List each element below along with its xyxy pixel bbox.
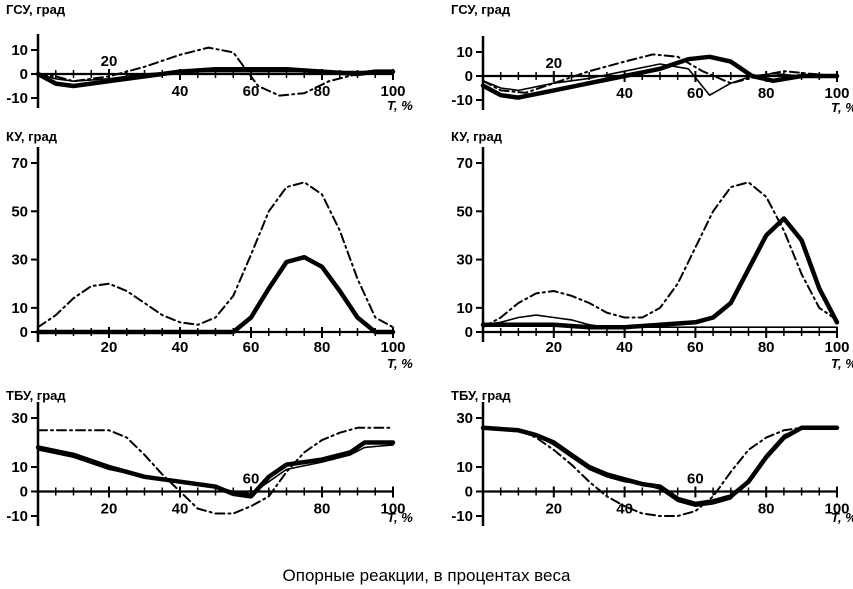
x-axis-label: T, % (387, 356, 413, 371)
x-tick-label: 60 (687, 339, 704, 356)
y-axis-label: ГСУ, град (451, 2, 511, 17)
y-tick-label: 0 (465, 68, 473, 85)
x-tick-label: 40 (616, 85, 633, 102)
x-axis-label: T, % (387, 510, 413, 525)
x-tick-label: 20 (545, 501, 562, 518)
series-line-thick (480, 216, 840, 330)
x-tick-label: 60 (687, 471, 704, 488)
series-line-thin (482, 63, 838, 96)
x-tick-label: 80 (758, 85, 775, 102)
chart-panel-3: КУ, град T, % 0 10 30 50 70 20 40 60 80 100 (6, 129, 413, 371)
y-tick-label: -10 (6, 90, 28, 107)
series-line-thick (35, 440, 396, 499)
series-line-thick (480, 425, 840, 507)
y-axis-label: КУ, град (451, 129, 503, 144)
series-line-thick (35, 254, 396, 335)
series-line-thin (482, 314, 838, 328)
x-tick-label: 40 (616, 339, 633, 356)
y-tick-label: 10 (11, 459, 28, 476)
series-line-dashed (482, 426, 838, 517)
x-tick-label: 80 (758, 501, 775, 518)
x-tick-label: 60 (243, 83, 260, 100)
x-tick-label: 100 (380, 339, 405, 356)
y-tick-label: -10 (451, 92, 473, 109)
figure-caption: Опорные реакции, в процентах веса (282, 566, 571, 585)
y-axis-label: ТБУ, град (6, 388, 66, 403)
x-tick-label: 20 (101, 501, 118, 518)
y-tick-label: 70 (456, 155, 473, 172)
y-tick-label: 10 (11, 300, 28, 317)
x-axis-label: T, % (831, 100, 853, 115)
x-tick-label: 80 (314, 339, 331, 356)
x-tick-label: 60 (243, 471, 260, 488)
y-tick-label: 30 (456, 252, 473, 269)
x-tick-label: 100 (380, 83, 405, 100)
series-line-dashed (37, 426, 394, 515)
x-tick-label: 100 (824, 339, 849, 356)
series-line-thin (37, 444, 394, 495)
x-tick-label: 40 (172, 501, 189, 518)
series-line-dashed (37, 46, 394, 97)
y-tick-label: 50 (456, 203, 473, 220)
y-tick-label: -10 (6, 508, 28, 525)
x-tick-label: 80 (758, 339, 775, 356)
x-tick-label: 20 (545, 339, 562, 356)
y-tick-label: 30 (456, 410, 473, 427)
series-line-thin (37, 70, 394, 82)
chart-panel-4: КУ, град T, % 0 10 30 50 70 20 40 60 80 100 (451, 129, 853, 371)
x-axis-label: T, % (387, 98, 413, 113)
series-line-thick (480, 54, 840, 100)
y-tick-label: 0 (20, 484, 28, 501)
series-line-dashed (482, 53, 838, 94)
y-tick-label: 30 (11, 410, 28, 427)
y-tick-label: 10 (11, 42, 28, 59)
x-tick-label: 20 (101, 53, 118, 70)
x-tick-label: 60 (243, 339, 260, 356)
x-axis-label: T, % (831, 356, 853, 371)
series-line-thin (482, 427, 838, 507)
y-tick-label: 10 (456, 44, 473, 61)
x-tick-label: 40 (616, 501, 633, 518)
y-tick-label: 0 (20, 66, 28, 83)
x-axis-label: T, % (831, 510, 853, 525)
y-tick-label: 10 (456, 459, 473, 476)
y-axis-label: КУ, град (6, 129, 58, 144)
y-tick-label: -10 (451, 508, 473, 525)
y-axis-label: ТБУ, град (451, 388, 511, 403)
x-tick-label: 20 (101, 339, 118, 356)
y-tick-label: 0 (465, 324, 473, 341)
y-tick-label: 30 (11, 252, 28, 269)
chart-panel-5: ТБУ, град T, % -10 0 10 30 20 40 60 80 100 (6, 388, 413, 526)
y-axis-label: ГСУ, град (6, 2, 66, 17)
x-tick-label: 40 (172, 83, 189, 100)
x-tick-label: 80 (314, 501, 331, 518)
x-tick-label: 100 (824, 501, 849, 518)
y-tick-label: 10 (456, 300, 473, 317)
x-tick-label: 20 (545, 55, 562, 72)
x-tick-label: 100 (380, 501, 405, 518)
chart-panel-2: ГСУ, град T, % -10 0 10 20 40 60 80 100 (451, 2, 853, 115)
x-tick-label: 100 (824, 85, 849, 102)
y-tick-label: 70 (11, 155, 28, 172)
series-line-dashed (37, 181, 394, 329)
x-tick-label: 60 (687, 85, 704, 102)
x-tick-label: 40 (172, 339, 189, 356)
series-line-dashed (482, 181, 838, 329)
y-tick-label: 0 (20, 324, 28, 341)
y-tick-label: 0 (465, 484, 473, 501)
chart-panel-6: ТБУ, град T, % -10 0 10 30 20 40 60 80 100 (451, 388, 853, 526)
y-tick-label: 50 (11, 203, 28, 220)
